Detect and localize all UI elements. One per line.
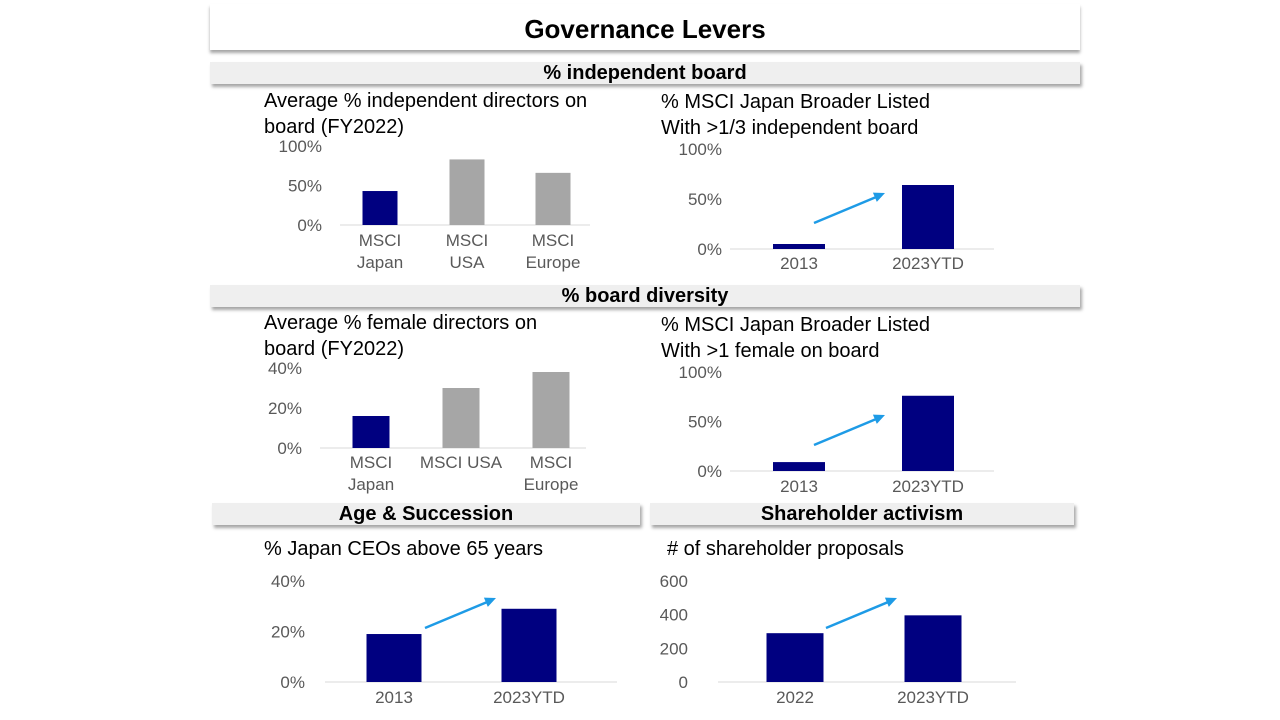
y-tick-label: 0% [697,240,722,259]
bar [773,244,825,249]
y-tick-label: 40% [268,359,302,378]
y-tick-label: 0% [280,673,305,692]
bar [501,608,557,682]
section-header-board-diversity: % board diversity [210,285,1080,307]
y-tick-label: 20% [268,399,302,418]
category-label: MSCI [446,231,489,250]
category-label: 2013 [375,688,413,707]
category-label: Japan [348,475,394,494]
y-tick-label: 50% [688,190,722,209]
chart-avg-female-directors: 0% 20% 40% MSCI Japan MSCI USA MSCI Europe [268,359,586,494]
trend-arrow-shaft [424,598,493,630]
category-label: Europe [524,475,579,494]
y-tick-label: 100% [679,140,722,159]
y-tick-label: 100% [679,363,722,382]
y-tick-label: 600 [660,572,688,591]
bar [442,388,480,448]
section-header-independent-board: % independent board [210,62,1080,84]
chart-title-line: Average % female directors on [264,312,538,334]
category-label: 2023YTD [892,477,964,496]
trend-arrow-shaft [813,415,882,447]
y-tick-label: 0% [297,216,322,235]
bar [902,395,954,471]
y-tick-label: 0% [277,439,302,458]
chart-title-ceos-above-65: % Japan CEOs above 65 years [264,536,543,562]
bar [362,191,398,225]
y-tick-label: 40% [271,572,305,591]
chart-ceos-above-65: 0% 20% 40% 2013 2023YTD [271,572,617,707]
category-label: Europe [526,253,581,272]
category-label: MSCI [530,453,573,472]
y-tick-label: 400 [660,606,688,625]
trend-arrow-head [872,192,885,202]
bar [766,633,824,682]
category-label: Japan [357,253,403,272]
y-tick-label: 20% [271,623,305,642]
bar [449,159,485,225]
chart-title-line: % MSCI Japan Broader Listed [661,314,931,336]
chart-title-shareholder-proposals: # of shareholder proposals [667,536,904,562]
chart-title-line: With >1/3 independent board [661,117,919,139]
category-label: 2013 [780,477,818,496]
category-label: MSCI [350,453,393,472]
chart-title-line: # of shareholder proposals [667,538,904,560]
trend-arrow-shaft [813,193,882,225]
bar [532,372,570,448]
chart-female-board-share: 0% 50% 100% 2013 2023YTD [679,363,994,496]
trend-arrow-head [872,414,885,424]
category-label: MSCI [359,231,402,250]
chart-title-line: With >1 female on board [661,340,880,362]
bar [366,634,422,682]
chart-title-avg-independent-directors: Average % independent directors on board… [264,88,587,140]
chart-independent-board-share: 0% 50% 100% 2013 2023YTD [679,140,994,273]
chart-title-line: Average % independent directors on [264,90,588,112]
chart-title-avg-female-directors: Average % female directors on board (FY2… [264,310,537,362]
y-tick-label: 0% [697,462,722,481]
y-tick-label: 50% [688,413,722,432]
category-label: 2023YTD [892,254,964,273]
chart-title-line: % MSCI Japan Broader Listed [661,91,931,113]
chart-title-female-board-share: % MSCI Japan Broader Listed With >1 fema… [661,312,930,364]
chart-avg-independent-directors: 0% 50% 100% MSCI Japan MSCI USA MSCI Europe [279,137,590,272]
chart-title-line: board (FY2022) [264,116,405,138]
y-tick-label: 0 [679,673,688,692]
chart-title-line: % Japan CEOs above 65 years [264,538,544,560]
trend-arrow-shaft [825,598,894,630]
category-label: MSCI USA [420,453,503,472]
section-header-age-succession: Age & Succession [212,503,640,525]
bar [773,462,825,471]
trend-arrow-head [483,597,496,607]
section-header-shareholder-activism: Shareholder activism [650,503,1074,525]
y-tick-label: 200 [660,639,688,658]
category-label: 2023YTD [493,688,565,707]
category-label: 2013 [780,254,818,273]
bar [352,416,390,448]
chart-title-independent-board-share: % MSCI Japan Broader Listed With >1/3 in… [661,89,930,141]
page-title: Governance Levers [210,4,1080,50]
bar [902,185,954,249]
trend-arrow-head [884,597,897,607]
bar [904,615,962,682]
category-label: 2023YTD [897,688,969,707]
category-label: 2022 [776,688,814,707]
chart-title-line: board (FY2022) [264,338,405,360]
y-tick-label: 100% [279,137,322,156]
category-label: USA [450,253,486,272]
chart-shareholder-proposals: 0 200 400 600 2022 2023YTD [660,572,1016,707]
y-tick-label: 50% [288,177,322,196]
category-label: MSCI [532,231,575,250]
bar [535,172,571,225]
